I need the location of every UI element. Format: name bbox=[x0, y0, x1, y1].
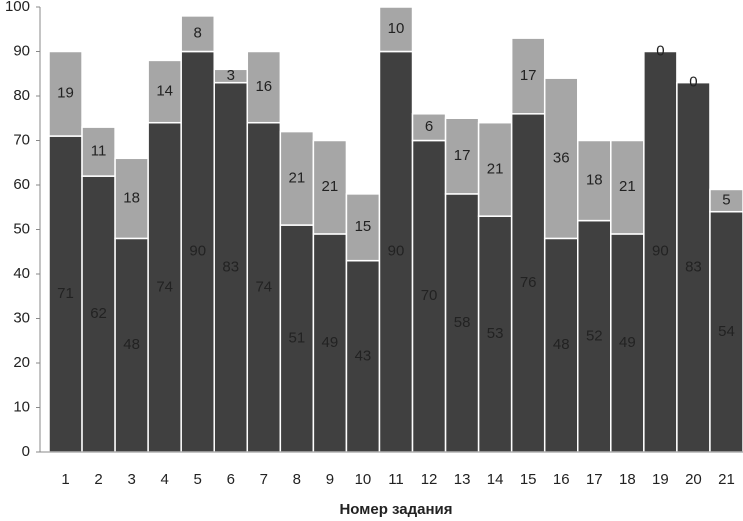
x-tick-label: 8 bbox=[293, 471, 301, 488]
bar-segment bbox=[180, 15, 215, 53]
bar-segment bbox=[577, 139, 612, 222]
data-label: 0 bbox=[689, 74, 697, 91]
data-label: 8 bbox=[194, 25, 202, 42]
y-tick-label: 60 bbox=[13, 176, 30, 193]
y-tick-label: 80 bbox=[13, 87, 30, 104]
y-tick-label: 70 bbox=[13, 131, 30, 148]
data-label: 54 bbox=[718, 323, 735, 340]
x-tick-label: 4 bbox=[160, 471, 168, 488]
y-tick-label: 100 bbox=[5, 0, 30, 15]
bar-segment bbox=[510, 37, 546, 115]
bar-segment bbox=[213, 81, 249, 453]
data-label: 10 bbox=[388, 20, 405, 37]
y-tick-label: 30 bbox=[13, 309, 30, 326]
data-label: 51 bbox=[289, 329, 306, 346]
data-label: 62 bbox=[90, 305, 107, 322]
bar-segment bbox=[610, 139, 645, 235]
bar-segment bbox=[246, 50, 282, 124]
data-label: 43 bbox=[355, 347, 372, 364]
data-label: 48 bbox=[553, 336, 570, 353]
bar-segment bbox=[477, 121, 513, 217]
x-tick-label: 20 bbox=[685, 471, 702, 488]
x-tick-label: 1 bbox=[61, 471, 69, 488]
x-axis-title: Номер задания bbox=[339, 501, 452, 518]
x-tick-label: 5 bbox=[194, 471, 202, 488]
data-label: 74 bbox=[255, 278, 272, 295]
data-label: 52 bbox=[586, 327, 603, 344]
x-tick-label: 21 bbox=[718, 471, 735, 488]
data-label: 3 bbox=[227, 67, 235, 84]
data-label: 14 bbox=[156, 83, 173, 100]
bar-segment bbox=[709, 188, 743, 213]
x-tick-label: 15 bbox=[520, 471, 537, 488]
x-tick-label: 7 bbox=[260, 471, 268, 488]
x-tick-label: 3 bbox=[127, 471, 135, 488]
data-label: 76 bbox=[520, 274, 537, 291]
data-label: 21 bbox=[289, 169, 306, 186]
x-tick-label: 2 bbox=[94, 471, 102, 488]
data-label: 5 bbox=[722, 192, 730, 209]
data-label: 74 bbox=[156, 278, 173, 295]
y-tick-label: 10 bbox=[13, 398, 30, 415]
bar-segment bbox=[378, 6, 414, 53]
x-tick-label: 9 bbox=[326, 471, 334, 488]
x-tick-label: 16 bbox=[553, 471, 570, 488]
bar-segment bbox=[48, 135, 83, 453]
x-tick-label: 13 bbox=[454, 471, 471, 488]
bar-segment bbox=[444, 193, 480, 453]
x-tick-label: 18 bbox=[619, 471, 636, 488]
x-tick-label: 14 bbox=[487, 471, 504, 488]
data-label: 90 bbox=[189, 243, 206, 260]
bar-segment bbox=[411, 113, 447, 142]
data-label: 21 bbox=[619, 178, 636, 195]
y-tick-label: 40 bbox=[13, 265, 30, 282]
data-label: 11 bbox=[91, 143, 107, 160]
data-label: 21 bbox=[487, 160, 504, 177]
data-label: 21 bbox=[322, 178, 339, 195]
x-tick-label: 10 bbox=[355, 471, 372, 488]
y-tick-label: 20 bbox=[13, 354, 30, 371]
x-tick-label: 17 bbox=[586, 471, 603, 488]
y-tick-label: 90 bbox=[13, 42, 30, 59]
data-label: 49 bbox=[619, 334, 636, 351]
x-tick-label: 11 bbox=[388, 471, 404, 488]
data-label: 0 bbox=[656, 42, 664, 59]
data-label: 71 bbox=[57, 285, 74, 302]
bar-segment bbox=[312, 233, 348, 453]
data-label: 83 bbox=[222, 258, 239, 275]
data-label: 90 bbox=[652, 243, 669, 260]
data-label: 49 bbox=[322, 334, 339, 351]
data-label: 53 bbox=[487, 325, 504, 342]
bar-segment bbox=[543, 77, 579, 240]
y-tick-label: 0 bbox=[22, 443, 30, 460]
data-label: 18 bbox=[586, 172, 603, 189]
data-label: 83 bbox=[685, 258, 702, 275]
data-label: 70 bbox=[421, 287, 438, 304]
bar-segment bbox=[312, 139, 348, 235]
data-label: 58 bbox=[454, 314, 471, 331]
data-label: 17 bbox=[520, 67, 537, 84]
data-label: 17 bbox=[454, 147, 471, 164]
data-label: 15 bbox=[355, 218, 372, 235]
bar-segment bbox=[114, 157, 149, 240]
data-label: 6 bbox=[425, 118, 433, 135]
x-tick-label: 12 bbox=[421, 471, 438, 488]
data-label: 90 bbox=[388, 243, 405, 260]
bar-segment bbox=[279, 130, 315, 226]
x-tick-label: 6 bbox=[227, 471, 235, 488]
bar-segment bbox=[477, 215, 513, 453]
data-label: 19 bbox=[57, 85, 74, 102]
bar-segment bbox=[246, 121, 282, 453]
bar-segment bbox=[114, 237, 149, 453]
bar-segment bbox=[81, 126, 116, 177]
data-label: 36 bbox=[553, 149, 570, 166]
x-tick-label: 19 bbox=[652, 471, 669, 488]
bar-segment bbox=[444, 117, 480, 195]
y-tick-label: 50 bbox=[13, 220, 30, 237]
data-label: 48 bbox=[123, 336, 140, 353]
bar-segment bbox=[48, 50, 83, 137]
data-label: 16 bbox=[255, 78, 272, 95]
data-label: 18 bbox=[123, 189, 140, 206]
